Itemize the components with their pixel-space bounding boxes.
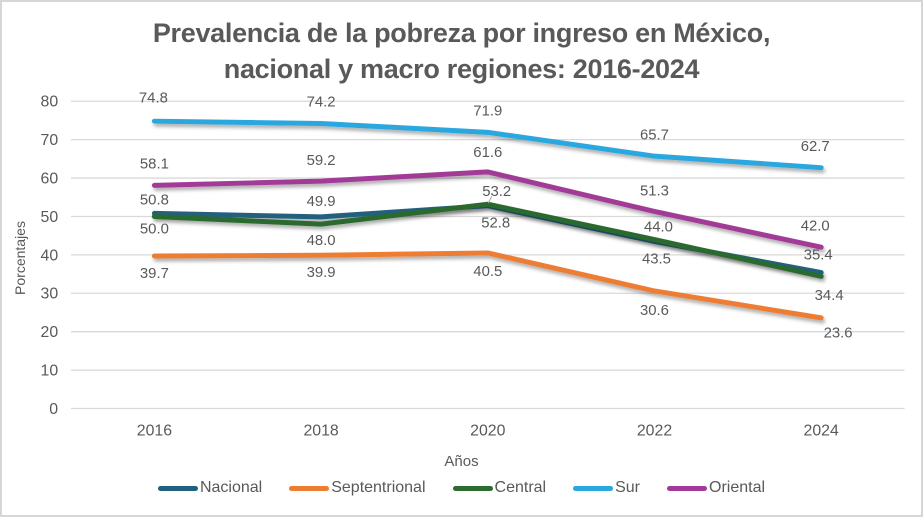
data-label-oriental: 59.2 (307, 153, 336, 169)
data-label-oriental: 51.3 (640, 184, 669, 200)
legend-marker-nacional (157, 485, 198, 491)
data-label-septentrional: 39.9 (307, 265, 336, 281)
data-labels: 50.8 49.9 52.8 43.5 35.4 39.7 39.9 40.5 30.6 23.6… (139, 90, 853, 341)
data-label-septentrional: 30.6 (640, 303, 669, 319)
data-label-oriental: 61.6 (473, 145, 502, 161)
data-label-septentrional: 40.5 (473, 264, 502, 280)
legend-marker-oriental (667, 485, 707, 491)
data-label-nacional: 49.9 (307, 194, 336, 210)
data-label-sur: 71.9 (473, 103, 502, 119)
legend-item-sur: Sur (573, 479, 640, 497)
x-axis-tick-labels: 2016 2018 2020 2022 2024 (137, 423, 839, 440)
x-tick-label: 2022 (637, 423, 672, 440)
series-lines (151, 118, 824, 321)
data-label-oriental: 42.0 (801, 218, 830, 234)
chart-title-line-1: Prevalencia de la pobreza por ingreso en… (152, 18, 771, 48)
series-line-sur (151, 118, 824, 171)
y-tick-label: 30 (41, 286, 59, 303)
legend-label: Central (494, 479, 547, 496)
legend: Nacional Septentrional Central Sur Oriental (2, 479, 921, 497)
legend-marker-sur (573, 485, 614, 491)
y-axis-tick-labels: 0 10 20 30 40 50 60 70 80 (41, 94, 59, 418)
legend-marker-central (452, 485, 493, 491)
series-line-central (151, 201, 824, 279)
data-label-sur: 74.8 (139, 90, 168, 106)
legend-item-septentrional: Septentrional (289, 479, 426, 497)
data-label-nacional: 43.5 (642, 251, 671, 267)
data-label-central: 50.0 (140, 221, 169, 237)
series-line-septentrional (151, 250, 824, 321)
data-label-central: 44.0 (644, 220, 673, 236)
legend-label: Oriental (709, 479, 766, 496)
data-label-sur: 65.7 (640, 127, 669, 143)
data-label-nacional: 52.8 (481, 216, 510, 232)
y-tick-label: 0 (49, 401, 58, 418)
data-label-leader-line (487, 196, 493, 204)
data-label-oriental: 58.1 (140, 156, 169, 172)
x-tick-label: 2024 (804, 423, 839, 440)
y-tick-label: 50 (41, 209, 59, 226)
data-label-central: 53.2 (482, 184, 511, 200)
x-tick-label: 2016 (137, 423, 172, 440)
chart-title: Prevalencia de la pobreza por ingreso en… (2, 15, 921, 87)
y-tick-label: 10 (41, 363, 59, 380)
x-tick-label: 2018 (303, 423, 338, 440)
legend-label: Septentrional (331, 479, 426, 496)
y-tick-label: 70 (41, 132, 59, 149)
legend-label: Sur (615, 479, 640, 496)
x-axis-title: Años (444, 453, 479, 470)
y-axis-title: Porcentajes (12, 221, 28, 295)
data-label-central: 48.0 (307, 233, 336, 249)
x-tick-label: 2020 (470, 423, 505, 440)
data-label-nacional: 35.4 (804, 248, 833, 264)
legend-item-oriental: Oriental (667, 479, 765, 497)
y-tick-label: 20 (41, 324, 59, 341)
chart-title-line-2: nacional y macro regiones: 2016-2024 (223, 54, 700, 84)
data-label-sur: 62.7 (801, 139, 830, 155)
data-label-central: 34.4 (815, 288, 844, 304)
data-label-septentrional: 23.6 (824, 326, 853, 342)
data-label-sur: 74.2 (307, 95, 336, 111)
legend-item-nacional: Nacional (157, 479, 263, 497)
legend-label: Nacional (199, 479, 263, 496)
y-tick-label: 40 (41, 247, 59, 264)
legend-marker-septentrional (289, 485, 330, 491)
y-tick-label: 80 (41, 94, 59, 111)
data-label-septentrional: 39.7 (140, 266, 169, 282)
series-line-oriental (151, 169, 824, 250)
legend-item-central: Central (452, 479, 547, 497)
data-label-nacional: 50.8 (140, 192, 169, 208)
y-tick-label: 60 (41, 171, 59, 188)
